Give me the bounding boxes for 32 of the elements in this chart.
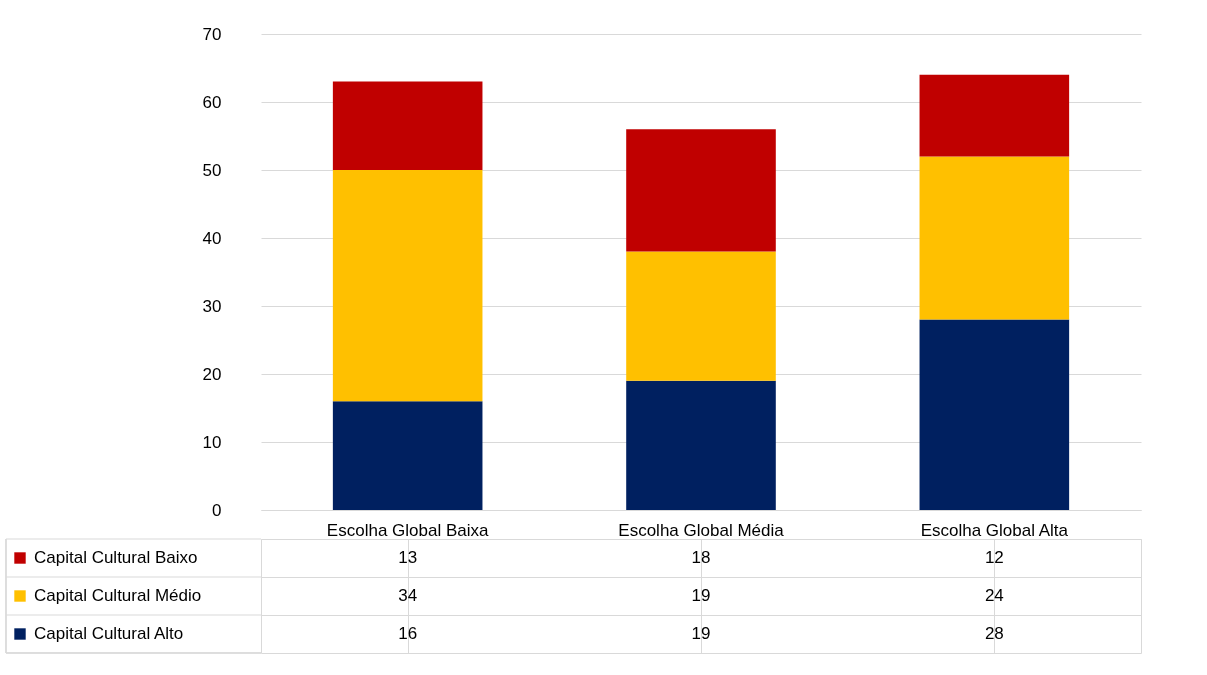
bar — [626, 129, 776, 252]
bar — [919, 319, 1070, 510]
data-label: 13 — [398, 548, 418, 567]
x-tick-label: Escolha Global Baixa — [326, 520, 490, 540]
data-label: 12 — [984, 548, 1004, 567]
bar — [919, 156, 1070, 320]
y-tick-label: 0 — [212, 500, 222, 520]
bar — [332, 401, 483, 510]
y-tick-label: 40 — [202, 228, 222, 248]
y-tick-label: 70 — [202, 24, 222, 44]
y-tick-label: 30 — [202, 296, 222, 316]
bar — [626, 380, 776, 510]
y-tick-label: 10 — [202, 432, 222, 452]
legend-label: Capital Cultural Alto — [34, 624, 184, 643]
data-label: 28 — [984, 624, 1004, 643]
y-tick-label: 50 — [202, 160, 222, 180]
bar — [332, 170, 483, 402]
y-tick-label: 20 — [202, 364, 222, 384]
x-tick-label: Escolha Global Alta — [920, 520, 1069, 540]
data-label: 24 — [984, 586, 1004, 605]
data-label: 16 — [398, 624, 418, 643]
data-label: 34 — [398, 586, 418, 605]
bar — [332, 81, 483, 170]
bar — [626, 251, 776, 381]
legend-label: Capital Cultural Médio — [34, 586, 202, 605]
legend-label: Capital Cultural Baixo — [34, 548, 198, 567]
x-tick-label: Escolha Global Média — [618, 520, 785, 540]
data-label: 19 — [691, 624, 711, 643]
data-label: 18 — [691, 548, 711, 567]
y-tick-label: 60 — [202, 92, 222, 112]
bar — [919, 74, 1070, 157]
data-label: 19 — [691, 586, 711, 605]
